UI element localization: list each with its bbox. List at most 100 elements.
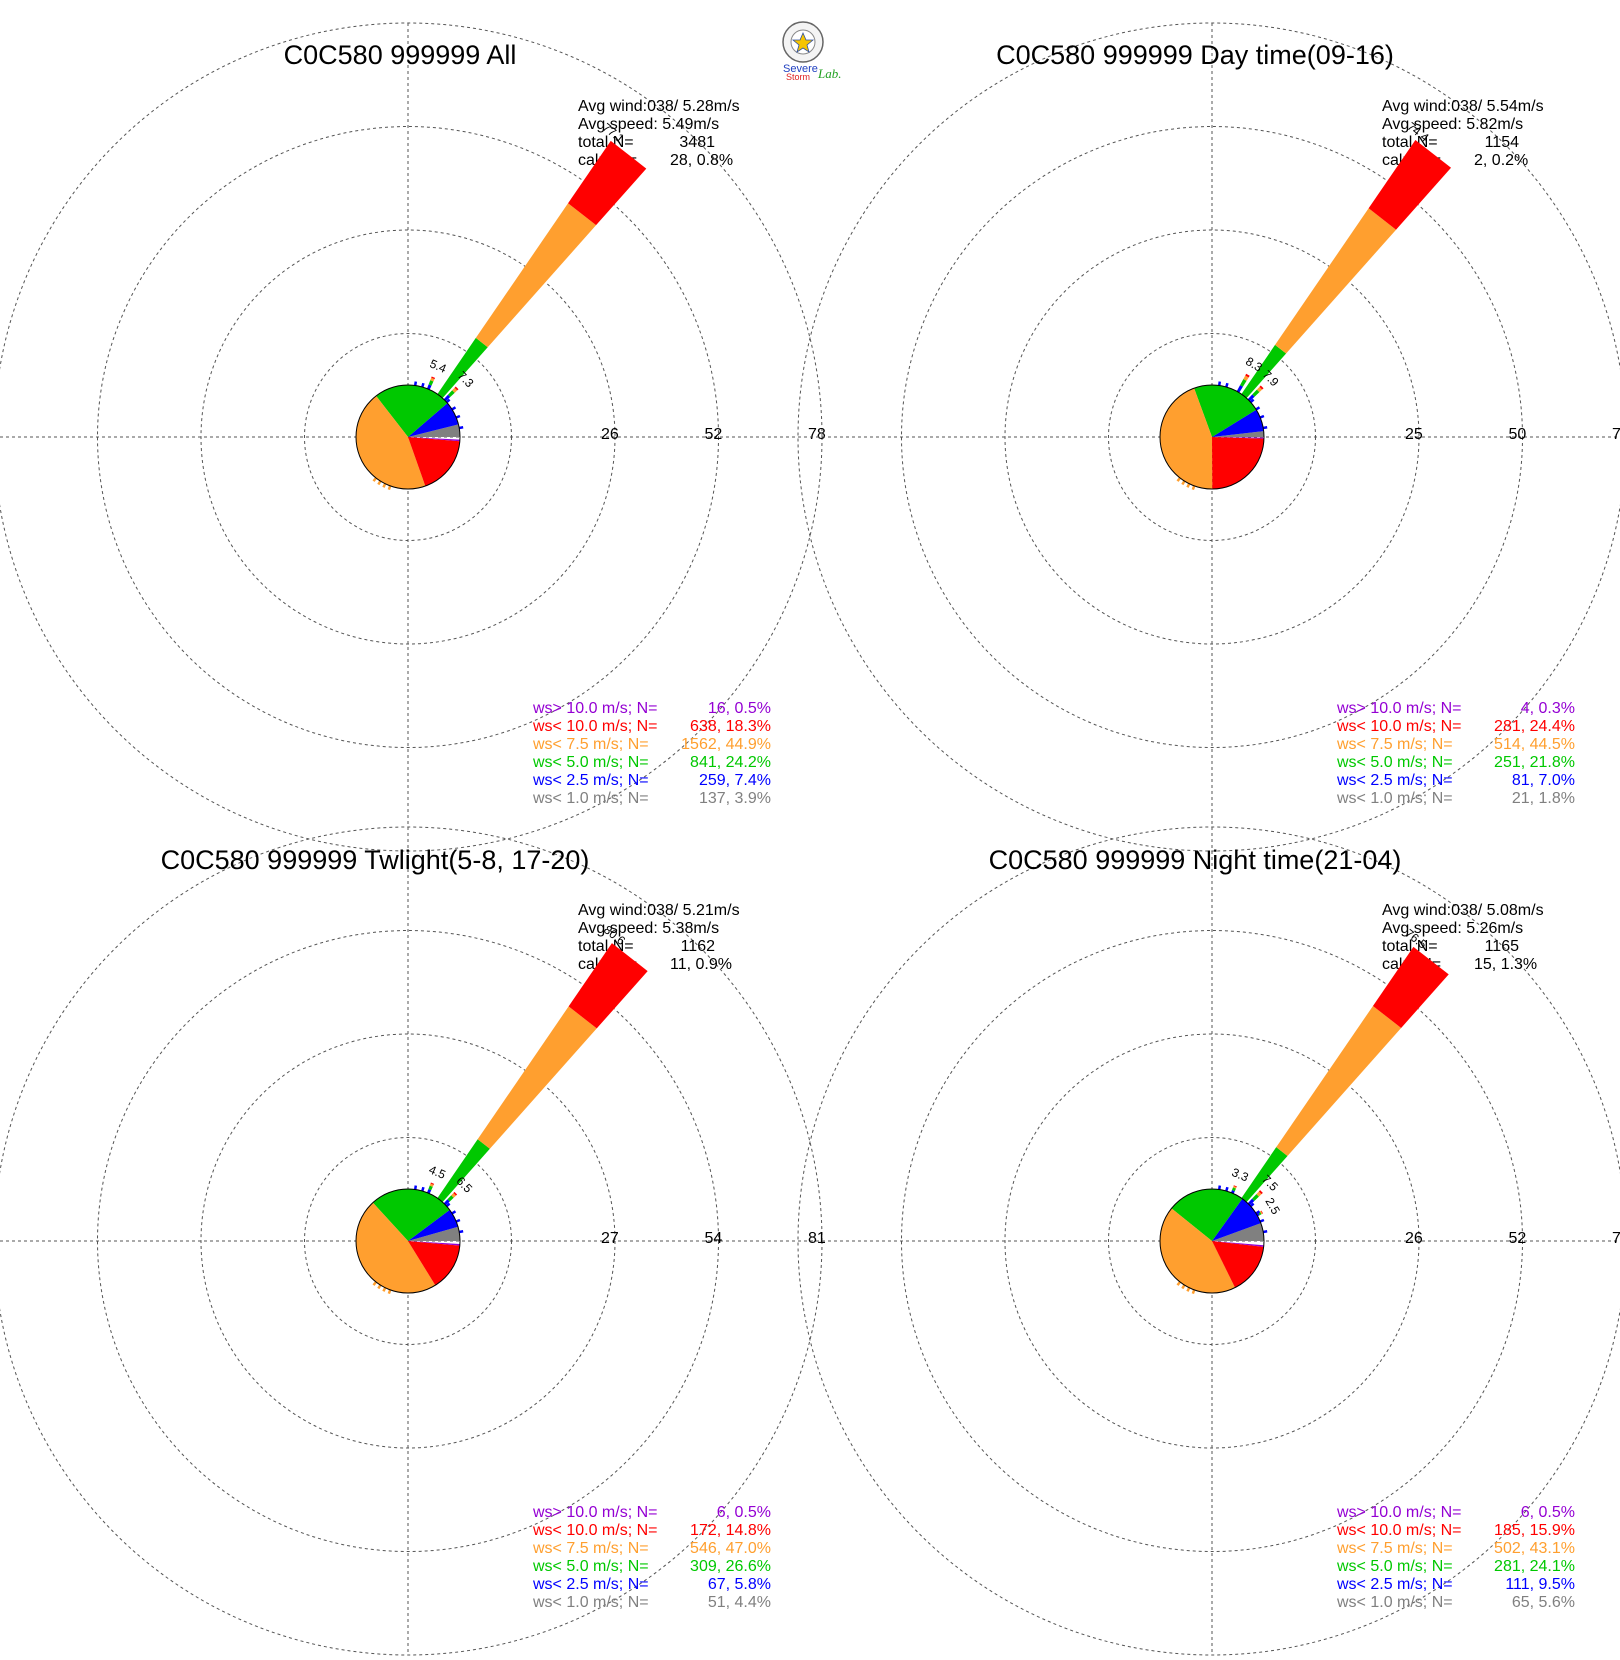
ring-label: 75 (1612, 426, 1620, 443)
legend-label: ws< 1.0 m/s; N= (532, 1594, 649, 1611)
pie-slice-ws_lt_10 (408, 1241, 460, 1286)
legend-value: 281, 24.1% (1494, 1558, 1575, 1575)
legend-value: 6, 0.5% (717, 1504, 771, 1521)
legend-value: 546, 47.0% (690, 1540, 771, 1557)
legend-label: ws< 7.5 m/s; N= (532, 736, 649, 753)
severe-storm-lab-logo: Severe Storm Lab. (782, 21, 841, 82)
stat-line: Avg speed: 5.38m/s (578, 920, 719, 937)
minor-petal-segment (1243, 375, 1249, 381)
pie-slice-ws_lt_7_5 (356, 395, 426, 490)
logo-text-lab: Lab. (817, 66, 841, 81)
minor-tick (1191, 1289, 1196, 1295)
stat-calm-value: 15, 1.3% (1474, 956, 1537, 973)
minor-petal-segment (426, 384, 432, 390)
minor-tick (372, 1281, 377, 1286)
minor-tick (451, 406, 457, 411)
pie-slice-ws_gt_10 (1212, 1241, 1264, 1247)
minor-petal-segment (1233, 1185, 1237, 1188)
minor-tick (413, 381, 418, 386)
panel-title: C0C580 999999 Night time(21-04) (989, 845, 1402, 875)
legend-value: 259, 7.4% (699, 772, 771, 789)
stat-line: Avg wind:038/ 5.28m/s (578, 98, 740, 115)
minor-tick (1191, 485, 1196, 491)
minor-petal-segment (443, 394, 451, 402)
minor-petal-segment (428, 1185, 433, 1191)
logo-star-icon (791, 31, 815, 53)
ring-label: 27 (601, 1230, 619, 1247)
minor-petal-segment (1256, 1191, 1262, 1197)
pie-slice-ws_lt_1 (408, 1226, 460, 1241)
pie-slice-ws_lt_1 (1212, 1223, 1264, 1241)
petal-segment-ws_lt_7_5 (477, 1006, 597, 1149)
wind-rose-panel-3: 27 54 81 C0C580 999999 Twlight(5-8, 17-20) A… (0, 826, 826, 1656)
minor-tick (1255, 1210, 1261, 1215)
minor-tick (421, 1186, 425, 1192)
minor-tick (458, 1230, 464, 1234)
stat-line: Avg wind:038/ 5.54m/s (1382, 98, 1544, 115)
minor-petal-segment (447, 1195, 454, 1202)
minor-tick (382, 483, 387, 488)
wind-rose-panel-4: 26 52 78 C0C580 999999 Night time(21-04) Avg… (797, 826, 1620, 1656)
legend-value: 4, 0.3% (1521, 700, 1575, 717)
minor-tick (372, 477, 377, 482)
ring-label: 81 (808, 1230, 826, 1247)
legend-label: ws> 10.0 m/s; N= (532, 700, 658, 717)
minor-tick (1262, 426, 1268, 430)
wind-rose-panel-2: 25 50 75 C0C580 999999 Day time(09-16) Avg w… (797, 22, 1620, 852)
legend-value: 841, 24.2% (690, 754, 771, 771)
minor-petal-segment (1247, 394, 1255, 402)
minor-tick (445, 1202, 451, 1208)
stat-total-value: 3481 (679, 134, 715, 151)
stat-line: Avg speed: 5.82m/s (1382, 116, 1523, 133)
ring-label: 78 (808, 426, 826, 443)
petal-segment-ws_lt_7_5 (475, 203, 597, 348)
stat-calm-value: 28, 0.8% (670, 152, 733, 169)
minor-tick (455, 414, 461, 419)
minor-tick (421, 382, 425, 388)
petal-segment-ws_lt_5 (1241, 344, 1287, 399)
minor-tick (1262, 1230, 1268, 1234)
legend-label: ws< 10.0 m/s; N= (1336, 1522, 1462, 1539)
minor-petal-segment (431, 376, 436, 380)
minor-tick (1225, 1186, 1229, 1192)
minor-tick (1225, 382, 1229, 388)
legend-label: ws< 10.0 m/s; N= (532, 718, 658, 735)
minor-tick (1176, 1281, 1181, 1286)
legend-label: ws< 1.0 m/s; N= (1336, 1594, 1453, 1611)
ring-label: 52 (705, 426, 723, 443)
legend-value: 81, 7.0% (1512, 772, 1575, 789)
minor-tick (1181, 1284, 1186, 1290)
stat-line: Avg speed: 5.49m/s (578, 116, 719, 133)
legend-label: ws< 2.5 m/s; N= (532, 1576, 649, 1593)
pie-outline (355, 384, 461, 490)
minor-petal-label: 3.3 (1230, 1165, 1251, 1185)
legend-label: ws< 1.0 m/s; N= (1336, 790, 1453, 807)
legend-label: ws< 5.0 m/s; N= (532, 1558, 649, 1575)
minor-tick (1255, 406, 1261, 411)
pie-slice-ws_lt_2_5 (408, 1209, 459, 1241)
petal-segment-ws_lt_10 (1368, 139, 1452, 230)
minor-petal-segment (1260, 1210, 1264, 1214)
minor-tick (377, 480, 382, 486)
pie-outline (355, 1188, 461, 1294)
grid-ring (97, 126, 719, 748)
legend-value: 309, 26.6% (690, 1558, 771, 1575)
minor-tick (1217, 1185, 1222, 1190)
pie-outline (1159, 384, 1265, 490)
logo-text-storm: Storm (786, 72, 810, 82)
legend-label: ws< 10.0 m/s; N= (1336, 718, 1462, 735)
pie-slice-ws_lt_5 (1194, 385, 1257, 437)
legend-value: 514, 44.5% (1494, 736, 1575, 753)
legend-label: ws< 7.5 m/s; N= (1336, 1540, 1453, 1557)
legend-value: 281, 24.4% (1494, 718, 1575, 735)
stat-line: Avg wind:038/ 5.08m/s (1382, 902, 1544, 919)
petal-segment-ws_lt_10 (568, 943, 648, 1029)
minor-petal-segment (428, 380, 434, 386)
logo-text-severe: Severe (783, 63, 818, 75)
petal-segment-ws_lt_10 (1372, 946, 1449, 1028)
minor-petal-segment (1231, 1187, 1236, 1192)
minor-tick (1259, 1218, 1265, 1223)
ring-label: 25 (1405, 426, 1423, 443)
ring-label: 50 (1509, 426, 1527, 443)
panel-title: C0C580 999999 All (284, 40, 517, 70)
